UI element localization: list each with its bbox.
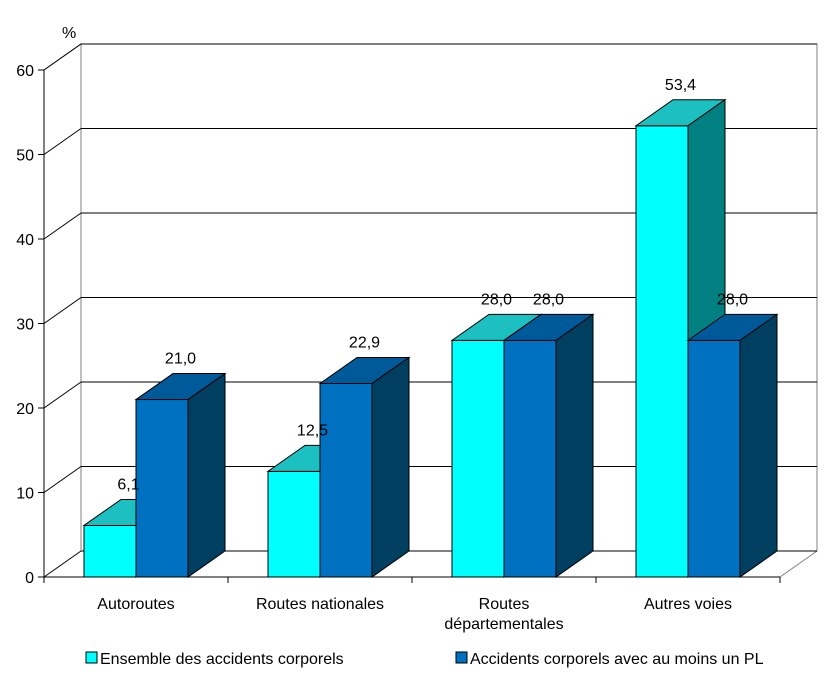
y-tick-label: 30	[16, 317, 34, 334]
y-tick-labels: 0 10 20 30 40 50 60	[16, 63, 34, 587]
legend-item: Ensemble des accidents corporels	[85, 651, 344, 668]
legend-label: Ensemble des accidents corporels	[100, 651, 344, 668]
x-category-label: Routes nationales	[256, 596, 384, 613]
data-label: 28,0	[481, 291, 512, 308]
bar-side	[371, 356, 410, 578]
y-axis-unit-label: %	[62, 25, 76, 42]
y-tick-label: 50	[16, 148, 34, 165]
gridline-diagonal	[43, 550, 82, 578]
bar	[318, 356, 411, 578]
bar-front	[503, 339, 557, 578]
bar	[502, 313, 595, 578]
bar-front	[83, 524, 137, 578]
x-category-label: Autoroutes	[97, 596, 174, 613]
gridline-diagonal	[43, 43, 82, 71]
bar-side	[739, 313, 778, 578]
bar-front	[319, 382, 373, 578]
data-label: 28,0	[717, 291, 748, 308]
gridline-diagonal	[43, 381, 82, 409]
legend: Ensemble des accidents corporels Accident…	[85, 651, 764, 668]
x-category-label-line: Autres voies	[644, 596, 732, 613]
gridline-diagonal	[43, 212, 82, 240]
y-tick-label: 0	[25, 570, 34, 587]
gridline-diagonal	[43, 466, 82, 493]
x-category-label: Autres voies	[644, 596, 732, 613]
x-category-label-line: Routes nationales	[256, 596, 384, 613]
y-tick-label: 20	[16, 401, 34, 418]
bar-front	[687, 339, 741, 578]
bars	[82, 98, 779, 578]
x-category-label-line: Routes	[479, 596, 530, 613]
bar	[134, 372, 227, 578]
y-tick-label: 60	[16, 63, 34, 80]
legend-label: Accidents corporels avec au moins un PL	[470, 651, 764, 668]
gridline-diagonal	[43, 297, 82, 324]
legend-item: Accidents corporels avec au moins un PL	[455, 651, 764, 668]
data-label: 21,0	[165, 351, 196, 368]
legend-swatch	[85, 651, 98, 664]
data-label: 28,0	[533, 291, 564, 308]
x-category-label-line: départementales	[444, 616, 563, 633]
data-label: 6,1	[117, 476, 139, 493]
bar-front	[635, 125, 689, 578]
legend-swatch	[455, 651, 468, 664]
bar-side	[187, 372, 226, 578]
data-label: 12,5	[297, 422, 328, 439]
x-category-label-line: Autoroutes	[97, 596, 174, 613]
bar-side	[555, 313, 594, 578]
data-label: 22,9	[349, 334, 380, 351]
data-label: 53,4	[665, 77, 696, 94]
y-tick-label: 40	[16, 232, 34, 249]
x-category-labels: Autoroutes Routes nationales Routes départe…	[97, 596, 732, 633]
gridline-diagonal	[43, 128, 82, 155]
x-category-label: Routes départementales	[444, 596, 563, 633]
bar-front	[451, 339, 505, 578]
bar-front	[267, 470, 321, 578]
bar-front	[135, 399, 189, 578]
y-tick-label: 10	[16, 486, 34, 503]
bar	[686, 313, 779, 578]
data-labels: 6,1 21,0 12,5 22,9 28,0 28,0 53,4 28,0	[117, 77, 748, 494]
